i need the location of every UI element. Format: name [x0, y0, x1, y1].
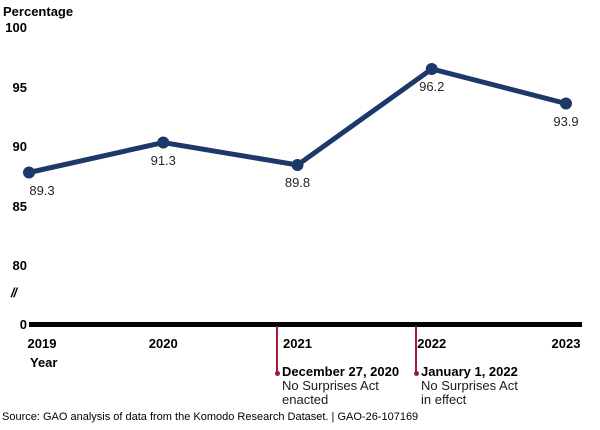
data-point-marker [291, 159, 304, 171]
source-note: Source: GAO analysis of data from the Ko… [2, 411, 419, 423]
x-tick-label: 2023 [551, 336, 581, 351]
x-tick-label: 2020 [148, 336, 178, 351]
y-tick-label: 80 [12, 258, 27, 273]
event-annotation-text: January 1, 2022 No Surprises Act in effect [421, 365, 561, 407]
y-origin-label: 0 [19, 317, 27, 332]
data-point-label: 89.8 [284, 175, 311, 190]
x-tick-label: 2021 [283, 336, 312, 351]
data-point-label: 93.9 [553, 113, 579, 129]
event-date: December 27, 2020 [282, 364, 400, 379]
event-dot-icon [274, 371, 280, 376]
event-reference-line [415, 326, 417, 374]
y-axis-title: Percentage [3, 4, 74, 19]
event-date: January 1, 2022 [421, 364, 518, 379]
y-axis-break-icon: // [10, 285, 17, 300]
data-point-marker [425, 63, 438, 75]
x-axis-line [29, 322, 582, 327]
y-tick-label: 95 [12, 79, 27, 95]
data-point-marker [560, 97, 572, 110]
x-tick-label: 2019 [27, 336, 57, 351]
y-tick-label: 90 [12, 139, 27, 154]
event-dot-icon [413, 371, 419, 376]
data-point-marker [157, 136, 170, 149]
event-reference-line [276, 326, 278, 374]
y-tick-label: 100 [5, 20, 27, 35]
event-description-line: in effect [421, 392, 467, 407]
x-tick-label: 2022 [417, 336, 447, 351]
y-tick-label: 85 [12, 198, 27, 214]
event-annotation-text: December 27, 2020 No Surprises Act enacted [282, 365, 422, 407]
x-axis-title: Year [30, 355, 58, 370]
data-point-label: 91.3 [150, 152, 176, 168]
data-point-marker [23, 166, 35, 179]
data-point-label: 96.2 [419, 79, 445, 94]
event-description-line: No Surprises Act [282, 378, 379, 393]
data-point-label: 89.3 [29, 182, 55, 198]
event-description-line: enacted [282, 392, 329, 407]
event-description-line: No Surprises Act [421, 378, 518, 393]
data-line [28, 66, 567, 175]
